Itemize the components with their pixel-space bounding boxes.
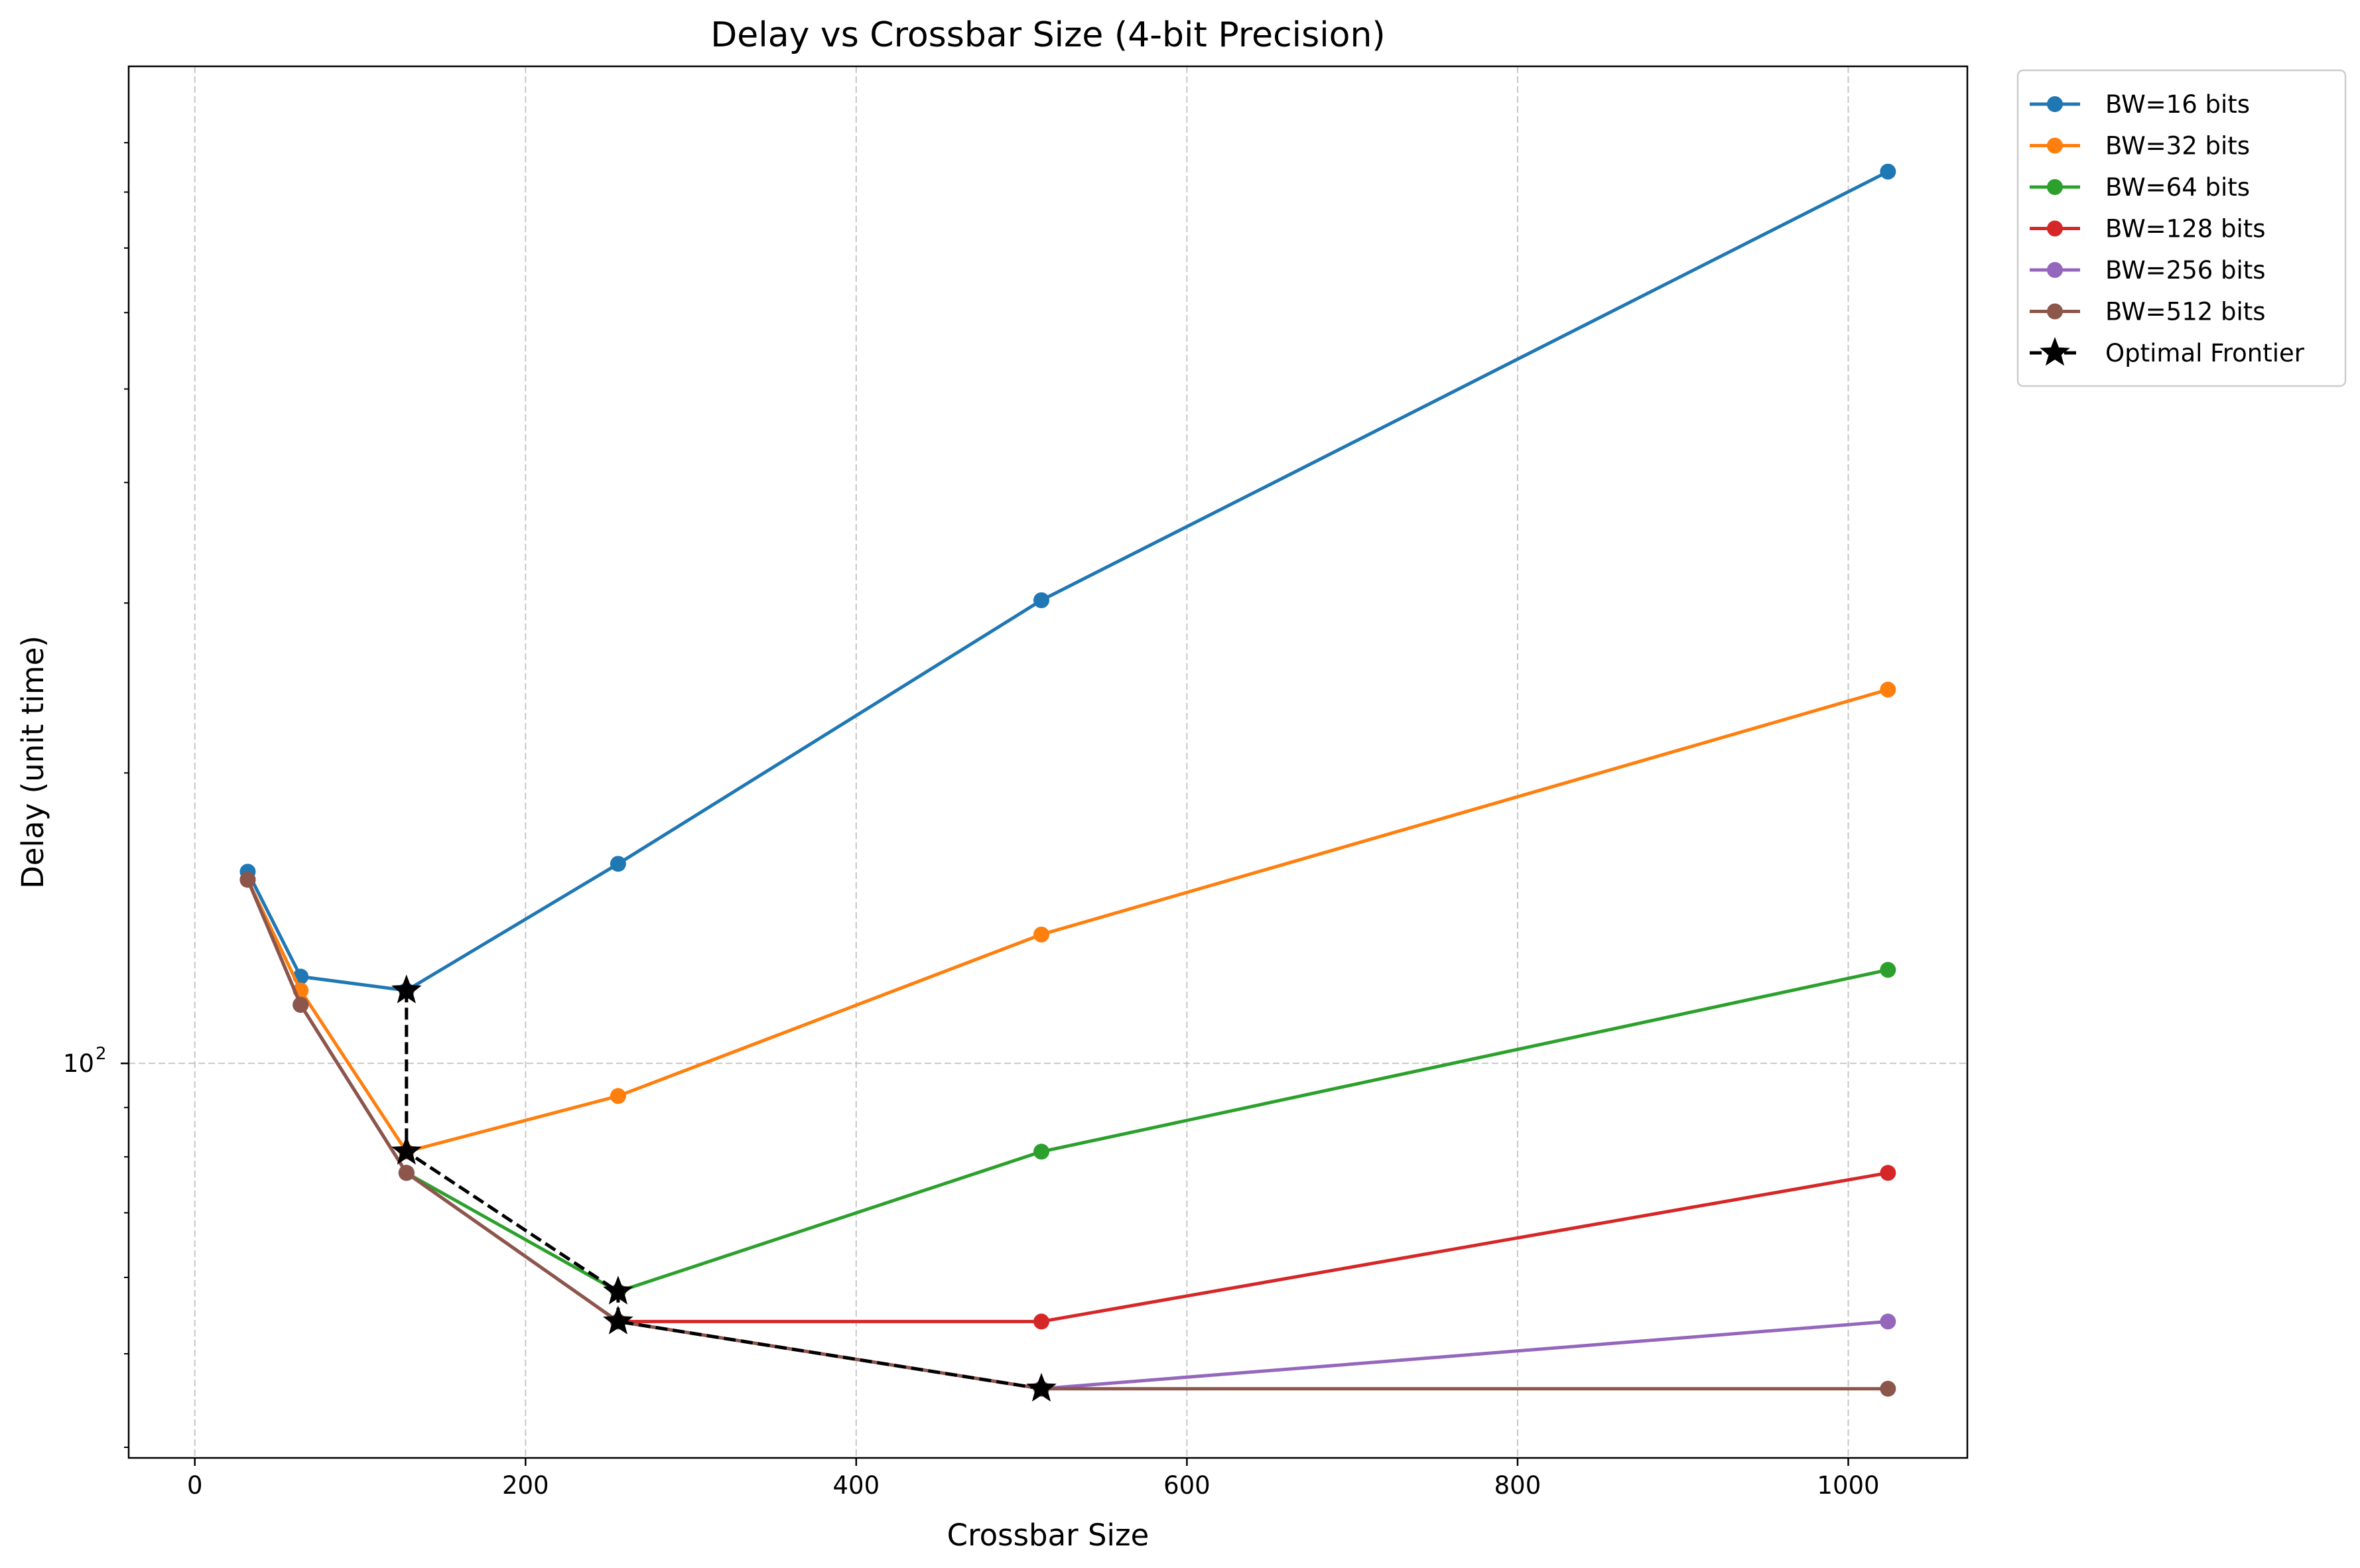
data-point (1880, 1313, 1896, 1330)
frontier-star (391, 1136, 422, 1165)
legend-swatch-marker (2047, 220, 2063, 237)
legend-label: BW=128 bits (2105, 215, 2266, 243)
plot-frame (127, 65, 1969, 1459)
series-lines (239, 163, 1896, 1397)
x-tick-label: 400 (833, 1471, 880, 1500)
x-axis-label: Crossbar Size (947, 1518, 1149, 1553)
frontier-star (603, 1305, 633, 1335)
y-axis-label: Delay (unit time) (15, 635, 50, 889)
x-tick-label: 1000 (1817, 1471, 1879, 1500)
legend-label: BW=64 bits (2105, 173, 2250, 202)
series-line (246, 688, 1888, 1153)
data-point (1033, 1143, 1050, 1160)
x-tick-label: 600 (1163, 1471, 1211, 1500)
data-point (1880, 163, 1896, 180)
data-point (1033, 926, 1050, 943)
legend-label: BW=256 bits (2105, 256, 2266, 285)
x-tick-label: 200 (502, 1471, 549, 1500)
data-point (1033, 1313, 1050, 1330)
data-point (610, 856, 626, 872)
legend-swatch-marker (2047, 137, 2063, 154)
data-point (398, 1165, 415, 1181)
legend-swatch-marker (2047, 303, 2063, 320)
data-point (1033, 592, 1050, 608)
data-point (293, 996, 309, 1013)
legend-item: BW=16 bits (2030, 90, 2250, 119)
legend-label: BW=16 bits (2105, 90, 2250, 119)
legend-item: Optimal Frontier (2030, 337, 2305, 367)
frontier-star (603, 1275, 633, 1305)
legend-label: BW=512 bits (2105, 298, 2266, 326)
legend-swatch-star (2040, 337, 2070, 366)
legend-item: BW=128 bits (2030, 215, 2266, 243)
frontier-star (1026, 1372, 1057, 1402)
series-line (246, 879, 1888, 1391)
legend-label: BW=32 bits (2105, 132, 2250, 161)
x-tick-label: 800 (1494, 1471, 1541, 1500)
x-tick-label: 0 (187, 1471, 203, 1500)
y-tick-label: 10 (63, 1049, 94, 1078)
legend-item: BW=32 bits (2030, 132, 2250, 161)
legend-frame (2016, 69, 2347, 387)
data-point (1880, 1165, 1896, 1181)
legend-item: BW=256 bits (2030, 256, 2266, 285)
data-point (1880, 1380, 1896, 1397)
data-point (1880, 681, 1896, 698)
legend-swatch-marker (2047, 96, 2063, 112)
chart-title: Delay vs Crossbar Size (4-bit Precision) (710, 15, 1385, 55)
legend: BW=16 bits BW=32 bits BW=64 bits BW=128 bit… (2016, 69, 2347, 387)
frontier-star (391, 974, 422, 1004)
legend-label: Optimal Frontier (2105, 339, 2305, 367)
data-point (610, 1088, 626, 1104)
legend-swatch-marker (2047, 179, 2063, 195)
data-point (239, 872, 256, 888)
data-point (1880, 962, 1896, 978)
grid (129, 66, 1967, 1458)
x-axis-ticks: 0 200 400 600 800 1000 (187, 1458, 1880, 1500)
series-line (246, 170, 1889, 992)
legend-item: BW=64 bits (2030, 173, 2250, 202)
optimal-frontier (391, 974, 1057, 1402)
y-axis-ticks: 10 2 (63, 142, 129, 1449)
legend-item: BW=512 bits (2030, 298, 2266, 326)
legend-swatch-marker (2047, 262, 2063, 278)
y-tick-label-exponent: 2 (96, 1044, 107, 1064)
